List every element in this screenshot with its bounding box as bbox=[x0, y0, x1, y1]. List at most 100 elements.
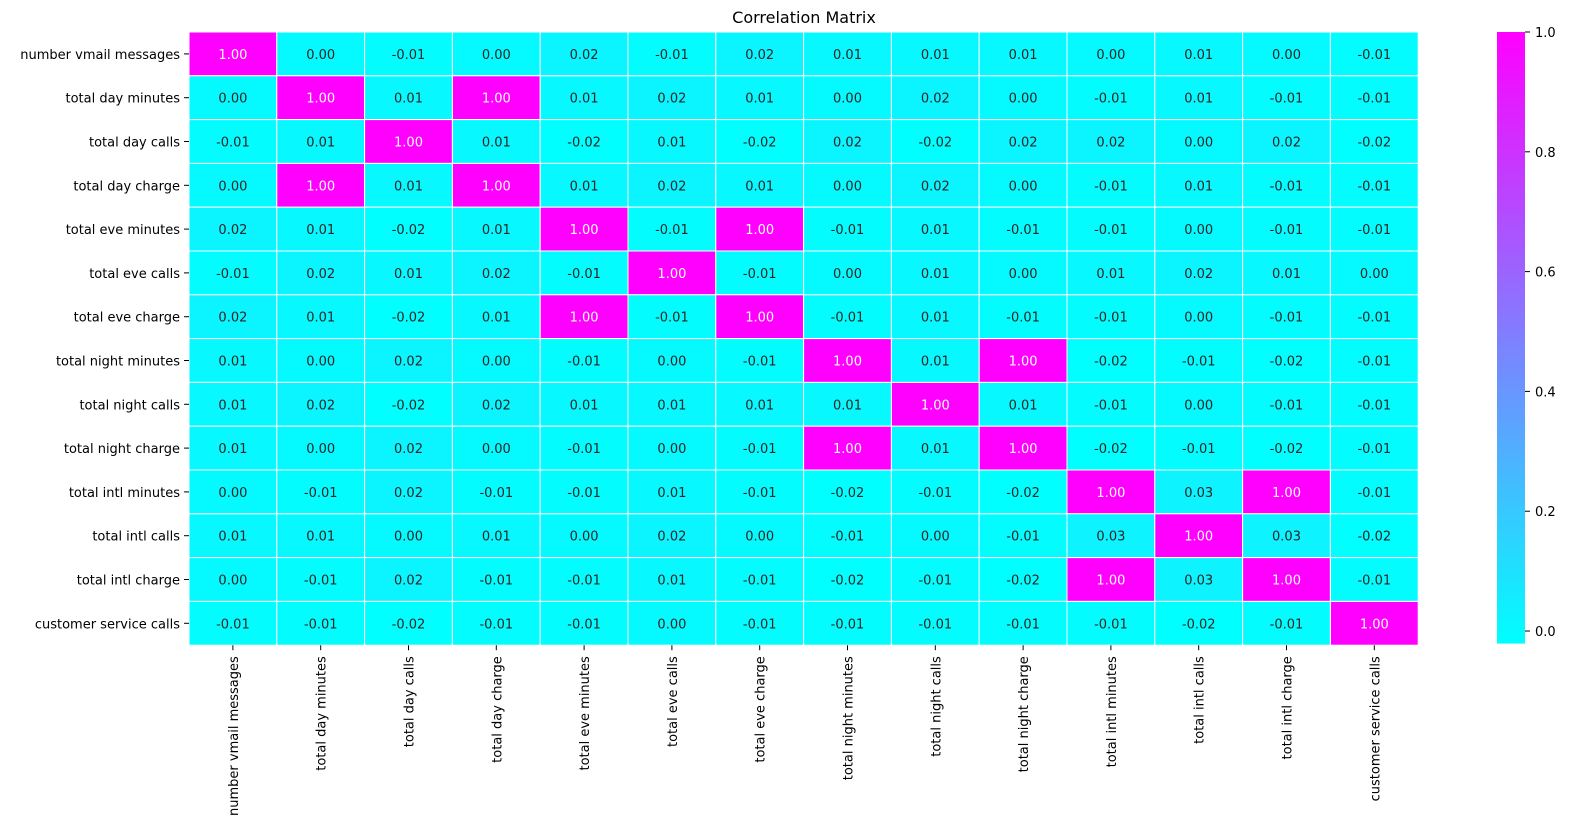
cell-value-label: 0.00 bbox=[657, 355, 686, 370]
cell-value-label: 0.02 bbox=[657, 179, 686, 194]
cell-value-label: 0.01 bbox=[306, 136, 335, 151]
colorbar-segment bbox=[1497, 378, 1525, 384]
colorbar-segment bbox=[1497, 67, 1525, 74]
heatmap-cell bbox=[539, 469, 629, 515]
y-tick-label: total night minutes bbox=[56, 355, 180, 370]
colorbar-segment bbox=[1497, 581, 1525, 588]
heatmap-cell bbox=[364, 469, 453, 515]
colorbar-segment bbox=[1497, 474, 1525, 481]
colorbar-segment bbox=[1497, 469, 1525, 476]
cell-value-label: -0.02 bbox=[1182, 617, 1216, 632]
heatmap-cell bbox=[1329, 162, 1419, 208]
heatmap-cell bbox=[1066, 119, 1156, 164]
cell-value-label: -0.01 bbox=[304, 574, 338, 589]
heatmap-cell bbox=[803, 162, 892, 208]
cell-value-label: -0.02 bbox=[1357, 136, 1391, 151]
heatmap-cell bbox=[715, 381, 805, 427]
x-tick-label: total eve minutes bbox=[578, 656, 593, 771]
cell-value-label: 0.02 bbox=[306, 398, 335, 413]
heatmap-cell bbox=[803, 31, 892, 77]
cell-value-label: -0.01 bbox=[479, 617, 513, 632]
colorbar-segment bbox=[1497, 368, 1525, 374]
cell-value-label: 0.01 bbox=[218, 530, 247, 545]
cell-value-label: -0.01 bbox=[918, 486, 952, 501]
x-tick-label: total night calls bbox=[929, 656, 944, 757]
cell-value-label: 0.01 bbox=[1009, 398, 1038, 413]
heatmap-cell bbox=[451, 425, 541, 471]
heatmap-cell bbox=[978, 294, 1068, 340]
colorbar-segment bbox=[1497, 566, 1525, 573]
heatmap-cell bbox=[276, 250, 366, 296]
x-tick-label: total intl calls bbox=[1193, 656, 1208, 744]
heatmap-cell bbox=[627, 513, 717, 559]
cell-value-label: -0.01 bbox=[655, 223, 689, 238]
colorbar-segment bbox=[1497, 342, 1525, 349]
colorbar-segment bbox=[1497, 98, 1525, 104]
heatmap-cell bbox=[539, 206, 629, 252]
cell-value-label: -0.01 bbox=[918, 574, 952, 589]
cell-value-label: 0.02 bbox=[394, 355, 423, 370]
heatmap-cell bbox=[188, 119, 278, 164]
heatmap-cell bbox=[715, 162, 805, 208]
heatmap-cell bbox=[1066, 469, 1156, 515]
y-tick-label: total day minutes bbox=[65, 92, 180, 107]
colorbar-segment bbox=[1497, 57, 1525, 64]
cell-value-label: 1.00 bbox=[1184, 530, 1213, 545]
cell-value-label: 0.01 bbox=[1009, 48, 1038, 63]
cell-value-label: 0.00 bbox=[1184, 398, 1213, 413]
colorbar-segment bbox=[1497, 210, 1525, 216]
colorbar-segment bbox=[1497, 230, 1525, 237]
cell-value-label: -0.01 bbox=[304, 617, 338, 632]
colorbar-segment bbox=[1497, 500, 1525, 507]
colorbar-segment bbox=[1497, 189, 1525, 196]
cell-value-label: 0.01 bbox=[570, 179, 599, 194]
heatmap-cell bbox=[627, 75, 717, 121]
cell-value-label: 1.00 bbox=[306, 179, 335, 194]
heatmap-cell bbox=[890, 425, 980, 471]
heatmap-cell bbox=[1242, 513, 1331, 559]
colorbar-segment bbox=[1497, 362, 1525, 369]
cell-value-label: 1.00 bbox=[570, 311, 599, 326]
cell-value-label: -0.01 bbox=[1357, 442, 1391, 457]
colorbar-tick-label: 1.0 bbox=[1535, 26, 1556, 41]
x-tick-label: customer service calls bbox=[1368, 656, 1383, 801]
heatmap-cell bbox=[890, 338, 980, 383]
heatmap-cell bbox=[1066, 206, 1156, 252]
cell-value-label: 0.01 bbox=[218, 442, 247, 457]
x-tick-label: number vmail messages bbox=[227, 656, 242, 816]
colorbar-segment bbox=[1497, 42, 1525, 48]
heatmap-cell bbox=[1329, 250, 1419, 296]
cell-value-label: -0.02 bbox=[1006, 574, 1040, 589]
cell-value-label: 0.02 bbox=[394, 442, 423, 457]
colorbar-segment bbox=[1497, 312, 1525, 318]
colorbar-segment bbox=[1497, 617, 1525, 624]
colorbar-segment bbox=[1497, 398, 1525, 405]
heatmap-cell bbox=[364, 206, 453, 252]
cell-value-label: 0.01 bbox=[1184, 48, 1213, 63]
colorbar-segment bbox=[1497, 485, 1525, 491]
colorbar-segment bbox=[1497, 413, 1525, 420]
y-tick-label: total intl minutes bbox=[69, 486, 180, 501]
colorbar-segment bbox=[1497, 327, 1525, 334]
cell-value-label: 0.00 bbox=[218, 574, 247, 589]
colorbar-segment bbox=[1497, 586, 1525, 593]
cell-value-label: 1.00 bbox=[1009, 442, 1038, 457]
cell-value-label: 0.01 bbox=[745, 92, 774, 107]
heatmap-cell bbox=[276, 31, 366, 77]
cell-value-label: -0.02 bbox=[392, 223, 426, 238]
heatmap-cell bbox=[276, 75, 366, 121]
cell-value-label: 0.00 bbox=[1009, 92, 1038, 107]
heatmap-cell bbox=[627, 338, 717, 383]
heatmap-cell bbox=[803, 250, 892, 296]
cell-value-label: 0.02 bbox=[1272, 136, 1301, 151]
heatmap-cell bbox=[451, 381, 541, 427]
colorbar-segment bbox=[1497, 215, 1525, 221]
cell-value-label: 0.01 bbox=[306, 530, 335, 545]
heatmap-cell bbox=[539, 425, 629, 471]
x-tick-label: total intl minutes bbox=[1105, 656, 1120, 767]
colorbar-segment bbox=[1497, 357, 1525, 364]
heatmap-cell bbox=[627, 425, 717, 471]
x-tick-label: total eve charge bbox=[754, 656, 769, 762]
cell-value-label: -0.02 bbox=[1094, 442, 1128, 457]
colorbar-segment bbox=[1497, 128, 1525, 135]
